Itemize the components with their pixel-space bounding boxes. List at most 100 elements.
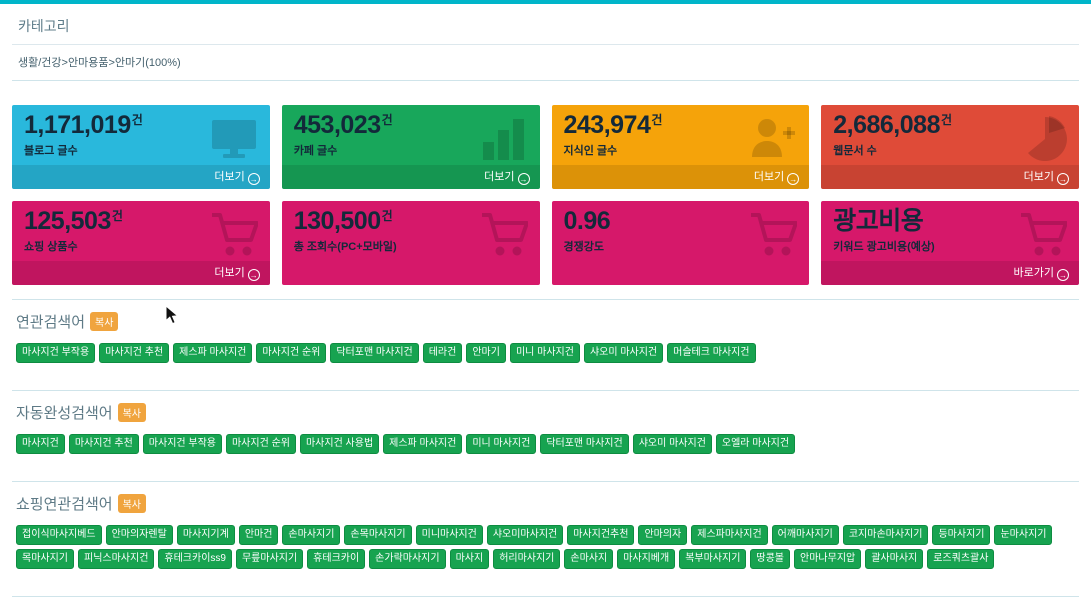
stat-unit: 건 xyxy=(381,208,393,223)
keyword-tag[interactable]: 손마사지 xyxy=(564,549,614,569)
stat-value: 130,500건 xyxy=(293,207,393,235)
keyword-tag[interactable]: 제스파 마사지건 xyxy=(383,434,463,454)
keyword-tag[interactable]: 미니 마사지건 xyxy=(466,434,537,454)
stat-unit: 건 xyxy=(111,208,123,223)
stat-unit: 건 xyxy=(940,112,952,127)
keyword-tag[interactable]: 미니 마사지건 xyxy=(509,343,580,363)
stat-value: 1,171,019건 xyxy=(24,111,143,139)
stat-card-footer-link[interactable]: 더보기 → xyxy=(551,165,810,189)
keyword-tag[interactable]: 닥터포맨 마사지건 xyxy=(540,434,629,454)
arrow-right-circle-icon: → xyxy=(1057,173,1069,185)
stat-unit: 건 xyxy=(131,112,143,127)
keyword-tag[interactable]: 마사지건추천 xyxy=(567,525,635,545)
section-title: 자동완성검색어 xyxy=(16,405,113,422)
cart-icon xyxy=(480,211,529,259)
keyword-tag[interactable]: 테라건 xyxy=(422,343,463,363)
stat-card-footer-label: 바로가기 xyxy=(1013,267,1054,279)
keyword-tag[interactable]: 안마나무지압 xyxy=(794,549,862,569)
stat-card-footer-label: 더보기 xyxy=(753,171,785,183)
keyword-tag[interactable]: 목마사지기 xyxy=(16,549,74,569)
keyword-tag-list: 마사지건 부작용 마사지건 추천 제스파 마사지건 마사지건 순위 닥터포맨 마사지건 테… xyxy=(16,343,1075,363)
arrow-right-circle-icon: → xyxy=(787,173,800,185)
keyword-tag[interactable]: 마사지기계 xyxy=(176,525,235,545)
keyword-tag[interactable]: 휴테크카이 xyxy=(307,549,366,569)
arrow-right-circle-icon: → xyxy=(1057,269,1069,281)
keyword-tag[interactable]: 마사지 xyxy=(449,549,490,569)
keyword-tag[interactable]: 휴테크카이ss9 xyxy=(158,549,232,569)
keyword-tag[interactable]: 미니마사지건 xyxy=(415,525,483,545)
stat-unit: 건 xyxy=(651,112,662,127)
keyword-tag[interactable]: 마사지건 순위 xyxy=(225,434,296,454)
stat-card-footer-link[interactable]: 더보기 → xyxy=(821,165,1079,189)
monitor-icon xyxy=(210,115,258,163)
keyword-tag[interactable]: 제스파 마사지건 xyxy=(173,343,253,363)
keyword-tag[interactable]: 허리마사지기 xyxy=(493,549,561,569)
keyword-tag[interactable]: 손목마사지기 xyxy=(344,525,412,545)
keyword-tag[interactable]: 마사지건 순위 xyxy=(256,343,327,363)
keyword-tag[interactable]: 어깨마사지기 xyxy=(771,525,839,545)
keyword-tag[interactable]: 샤오미 마사지건 xyxy=(632,434,712,454)
stat-label: 지식인 글수 xyxy=(563,144,618,157)
stat-label: 총 조회수(PC+모바일) xyxy=(293,240,397,253)
stat-card-footer-label: 더보기 xyxy=(1023,171,1054,183)
keyword-tag[interactable]: 안마의자렌탈 xyxy=(105,525,173,545)
keyword-tag[interactable]: 안마건 xyxy=(238,525,279,545)
keyword-tag[interactable]: 제스파마사지건 xyxy=(691,525,768,545)
keyword-tag[interactable]: 샤오미 마사지건 xyxy=(583,343,664,363)
copy-button[interactable]: 복사 xyxy=(117,403,147,422)
keyword-tag[interactable]: 마사지건 사용법 xyxy=(299,434,380,454)
keyword-tag[interactable]: 안마의자 xyxy=(638,525,688,545)
keyword-tag[interactable]: 코지마손마사지기 xyxy=(842,525,929,545)
stat-value: 0.96 xyxy=(563,207,611,235)
keyword-tag[interactable]: 샤오미마사지건 xyxy=(486,525,564,545)
keyword-tag[interactable]: 머슬테크 마사지건 xyxy=(667,343,756,363)
keyword-tag[interactable]: 마사지건 추천 xyxy=(99,343,170,363)
category-title: 카테고리 xyxy=(18,18,70,34)
keyword-tag[interactable]: 땅콩볼 xyxy=(750,549,791,569)
keyword-tag[interactable]: 마사지건 추천 xyxy=(68,434,139,454)
person-add-icon xyxy=(749,115,797,163)
keyword-tag[interactable]: 오엘라 마사지건 xyxy=(715,434,796,454)
keyword-tag[interactable]: 마사지건 xyxy=(16,434,65,454)
keyword-tag[interactable]: 복부마사지기 xyxy=(679,549,747,569)
keyword-tag[interactable]: 닥터포맨 마사지건 xyxy=(330,343,419,363)
copy-button[interactable]: 복사 xyxy=(90,312,119,331)
stat-card-footer-link[interactable]: 바로가기 → xyxy=(821,261,1079,285)
stat-value: 광고비용 xyxy=(833,207,924,235)
stat-label: 카페 글수 xyxy=(293,144,338,157)
stat-card-footer-link[interactable]: 더보기 → xyxy=(281,165,540,189)
keyword-tag[interactable]: 로즈쿼츠괄사 xyxy=(927,549,995,569)
keyword-tag[interactable]: 접이식마사지베드 xyxy=(16,525,102,545)
keyword-tag[interactable]: 손마사지기 xyxy=(282,525,341,545)
section-title: 쇼핑연관검색어 xyxy=(16,496,113,513)
stat-unit: 건 xyxy=(381,112,393,127)
page-top-accent xyxy=(0,0,1091,4)
keyword-tag[interactable]: 눈마사지기 xyxy=(994,525,1053,545)
divider xyxy=(12,80,1079,81)
keyword-tag[interactable]: 마사지베개 xyxy=(617,549,676,569)
stat-card-footer-link[interactable]: 더보기 → xyxy=(12,165,270,189)
keyword-tag[interactable]: 마사지건 부작용 xyxy=(16,343,96,363)
pie-chart-icon xyxy=(1019,115,1067,163)
stat-cards-grid: 1,171,019건 블로그 글수 더보기 → 453,023건 카페 글수 더보기 → 243… xyxy=(12,105,1079,285)
keyword-tag[interactable]: 등마사지기 xyxy=(932,525,991,545)
section-title: 연관검색어 xyxy=(16,314,86,331)
keyword-tag[interactable]: 무릎마사지기 xyxy=(235,549,304,569)
stat-label: 웹문서 수 xyxy=(833,144,877,157)
keyword-tag[interactable]: 손가락마사지기 xyxy=(369,549,446,569)
stat-card-shopping: 125,503건 쇼핑 상품수 더보기 → xyxy=(12,201,270,285)
stat-card-footer-link[interactable]: 더보기 → xyxy=(12,261,270,285)
arrow-right-circle-icon: → xyxy=(247,173,260,185)
category-panel: 카테고리 생활/건강>안마용품>안마기(100%) xyxy=(12,4,1079,81)
stat-label: 쇼핑 상품수 xyxy=(24,240,78,253)
keyword-tag[interactable]: 괄사마사지 xyxy=(865,549,924,569)
cart-icon xyxy=(749,211,799,259)
copy-button[interactable]: 복사 xyxy=(117,494,147,513)
keyword-tag[interactable]: 마사지건 부작용 xyxy=(142,434,222,454)
cart-icon xyxy=(1019,211,1068,259)
keyword-tag[interactable]: 안마기 xyxy=(466,343,506,363)
keyword-tag[interactable]: 피닉스마사지건 xyxy=(78,549,155,569)
